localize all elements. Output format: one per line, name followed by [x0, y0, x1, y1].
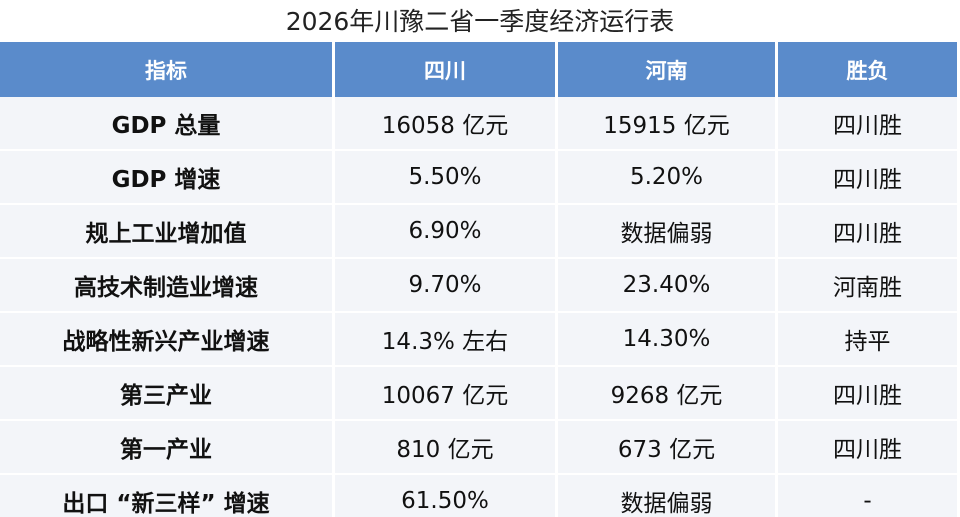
data-cell: 61.50%	[335, 475, 558, 517]
data-cell: 14.3% 左右	[335, 313, 558, 367]
data-cell: 9268 亿元	[558, 367, 778, 421]
data-cell: 数据偏弱	[558, 475, 778, 517]
indicator-cell: 战略性新兴产业增速	[0, 313, 335, 367]
data-cell: 5.50%	[335, 151, 558, 205]
data-cell: 5.20%	[558, 151, 778, 205]
data-cell: 四川胜	[778, 421, 960, 475]
indicator-cell: 高技术制造业增速	[0, 259, 335, 313]
data-cell: 15915 亿元	[558, 97, 778, 151]
header-cell: 指标	[0, 42, 335, 97]
data-cell: 四川胜	[778, 151, 960, 205]
data-cell: 23.40%	[558, 259, 778, 313]
header-cell: 四川	[335, 42, 558, 97]
data-cell: 9.70%	[335, 259, 558, 313]
data-cell: 16058 亿元	[335, 97, 558, 151]
indicator-cell: GDP 总量	[0, 97, 335, 151]
data-cell: 河南胜	[778, 259, 960, 313]
data-cell: 673 亿元	[558, 421, 778, 475]
data-cell: 四川胜	[778, 205, 960, 259]
indicator-cell: GDP 增速	[0, 151, 335, 205]
header-cell: 胜负	[778, 42, 960, 97]
data-cell: 四川胜	[778, 97, 960, 151]
indicator-cell: 第一产业	[0, 421, 335, 475]
data-cell: 数据偏弱	[558, 205, 778, 259]
indicator-cell: 规上工业增加值	[0, 205, 335, 259]
data-cell: 6.90%	[335, 205, 558, 259]
data-cell: 四川胜	[778, 367, 960, 421]
data-cell: 持平	[778, 313, 960, 367]
indicator-cell: 第三产业	[0, 367, 335, 421]
data-cell: 810 亿元	[335, 421, 558, 475]
table-title: 2026年川豫二省一季度经济运行表	[285, 7, 675, 36]
data-cell: -	[778, 475, 960, 517]
data-cell: 10067 亿元	[335, 367, 558, 421]
data-cell: 14.30%	[558, 313, 778, 367]
indicator-cell: 出口 “新三样” 增速	[0, 475, 335, 517]
header-cell: 河南	[558, 42, 778, 97]
